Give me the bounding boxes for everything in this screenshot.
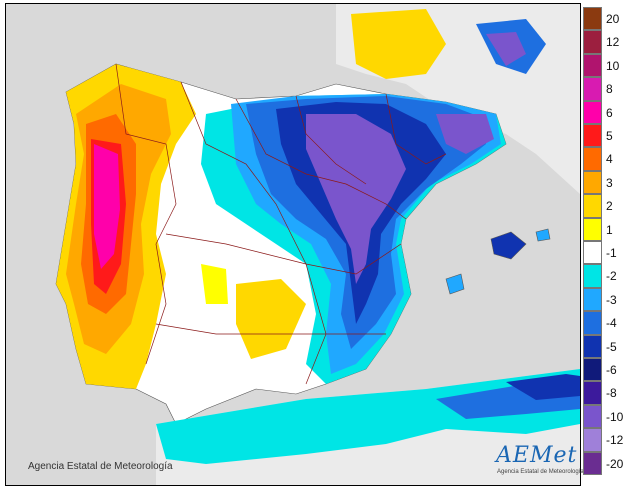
legend-label: 6 — [606, 105, 613, 120]
legend-label: -10 — [606, 409, 624, 424]
legend-swatch — [583, 428, 602, 452]
legend-swatch — [583, 334, 602, 358]
legend-label: 4 — [606, 152, 613, 167]
legend-swatch — [583, 264, 602, 288]
aemet-logo-subtitle: Agencia Estatal de Meteorología — [497, 469, 584, 475]
legend-label: 8 — [606, 82, 613, 97]
legend-label: -20 — [606, 456, 624, 471]
mallorca-island — [490, 231, 527, 260]
legend-label: -2 — [606, 269, 617, 284]
warm-zone-france — [351, 9, 446, 79]
legend-label: -8 — [606, 386, 617, 401]
legend-label: -1 — [606, 246, 617, 260]
legend-swatch — [583, 241, 602, 265]
legend-label: 2 — [606, 199, 613, 214]
legend-label: -4 — [606, 316, 617, 331]
legend-swatch — [583, 311, 602, 335]
legend-swatch — [583, 217, 602, 241]
legend-swatch — [583, 194, 602, 218]
legend-label: 20 — [606, 12, 620, 26]
legend-label: 3 — [606, 175, 613, 190]
legend-swatch — [583, 404, 602, 429]
anomaly-map — [5, 3, 581, 486]
legend-label: 10 — [606, 58, 620, 73]
legend-label: -5 — [606, 339, 617, 354]
legend-swatch — [583, 124, 602, 148]
legend-swatch — [583, 170, 602, 195]
warm-spot-center — [236, 279, 306, 359]
legend-label: 5 — [606, 129, 613, 143]
legend-label: -6 — [606, 363, 617, 377]
ibiza-island — [445, 273, 465, 295]
color-legend: 20 12 10 8 6 5 4 3 2 1 -1 -2 -3 -4 -5 -6 -8 -10 -12 -20 — [582, 7, 628, 475]
legend-swatch — [583, 7, 602, 31]
legend-swatch — [583, 287, 602, 312]
legend-label: 12 — [606, 35, 620, 50]
legend-swatch — [583, 451, 602, 475]
legend-label: 1 — [606, 222, 613, 237]
africa-cold-deep — [506, 374, 580, 400]
warm-spot-small — [201, 264, 228, 304]
agency-credit-text: Agencia Estatal de Meteorología — [28, 461, 173, 472]
aemet-logo: AEMet — [496, 443, 578, 468]
legend-swatch — [583, 30, 602, 54]
menorca-island — [535, 228, 551, 242]
legend-label: -3 — [606, 292, 617, 307]
legend-swatch — [583, 381, 602, 405]
province-boundaries — [115, 63, 447, 385]
legend-swatch — [583, 77, 602, 101]
warm-zone-6 — [94, 144, 120, 269]
map-canvas — [6, 4, 580, 485]
cold-zone-alps-core — [486, 32, 526, 66]
legend-label: -12 — [606, 433, 624, 448]
legend-swatch — [583, 53, 602, 78]
cold-zone-pyrenees — [436, 114, 494, 154]
cold-zone-8 — [306, 114, 406, 284]
legend-swatch — [583, 147, 602, 171]
legend-swatch — [583, 358, 602, 382]
legend-swatch — [583, 100, 602, 124]
